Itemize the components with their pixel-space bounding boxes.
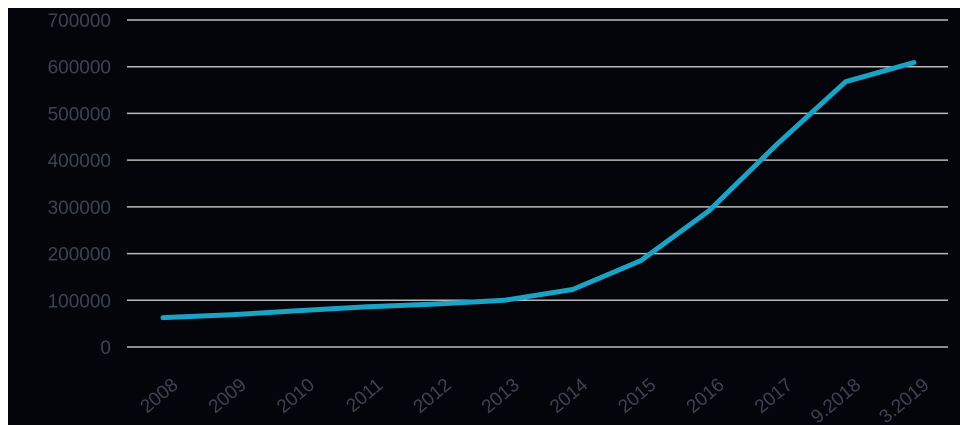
y-tick-label: 700000 xyxy=(48,11,111,32)
gridlines xyxy=(127,19,948,348)
chart-background xyxy=(8,8,960,425)
y-tick-label: 100000 xyxy=(48,291,111,312)
series-line xyxy=(160,60,917,321)
y-tick-label: 300000 xyxy=(48,198,111,219)
y-tick-label: 0 xyxy=(100,338,111,359)
series-lines xyxy=(160,60,917,321)
y-axis-tick-labels: 0 100000 200000 300000 400000 500000 600000 700… xyxy=(48,11,111,359)
y-tick-label: 600000 xyxy=(48,58,111,79)
y-tick-label: 500000 xyxy=(48,104,111,125)
y-tick-label: 200000 xyxy=(48,245,111,266)
y-tick-label: 400000 xyxy=(48,151,111,172)
